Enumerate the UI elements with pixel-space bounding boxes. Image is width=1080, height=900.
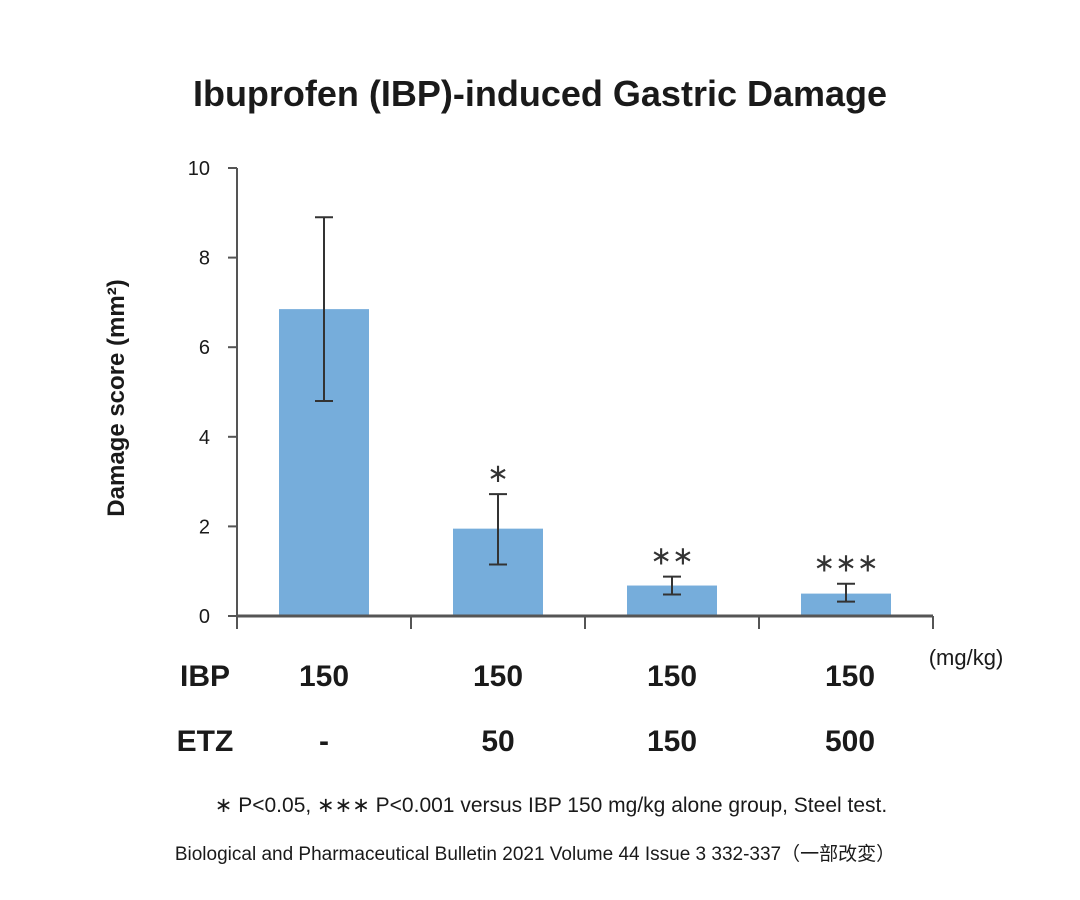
table-cell: 150 xyxy=(299,660,349,693)
table-row-label: IBP xyxy=(180,660,230,693)
table-row-label: ETZ xyxy=(177,725,234,758)
dose-table: IBP 150 150 150 150 ETZ - 50 150 500 xyxy=(177,660,875,758)
y-axis-label: Damage score (mm²) xyxy=(103,279,130,516)
y-tick-label: 6 xyxy=(199,337,210,359)
y-tick-label: 4 xyxy=(199,427,210,449)
table-cell: 50 xyxy=(481,725,514,758)
dose-unit-label: (mg/kg) xyxy=(929,645,1004,670)
chart-title: Ibuprofen (IBP)-induced Gastric Damage xyxy=(193,73,887,114)
table-cell: 150 xyxy=(647,725,697,758)
table-cell: 500 xyxy=(825,725,875,758)
source-citation: Biological and Pharmaceutical Bulletin 2… xyxy=(175,843,895,865)
y-tick-label: 8 xyxy=(199,248,210,270)
table-cell: 150 xyxy=(647,660,697,693)
bar xyxy=(801,593,891,616)
table-cell: - xyxy=(319,725,329,758)
table-cell: 150 xyxy=(473,660,523,693)
significance-footnote: ∗ P<0.05, ∗∗∗ P<0.001 versus IBP 150 mg/… xyxy=(215,794,887,817)
significance-marker: ∗ xyxy=(487,458,509,488)
y-tick-label: 10 xyxy=(188,158,210,180)
significance-marker: ∗∗∗ xyxy=(813,548,878,578)
table-cell: 150 xyxy=(825,660,875,693)
significance-marker: ∗∗ xyxy=(650,541,694,571)
y-tick-label: 2 xyxy=(199,516,210,538)
y-tick-label: 0 xyxy=(199,606,210,628)
